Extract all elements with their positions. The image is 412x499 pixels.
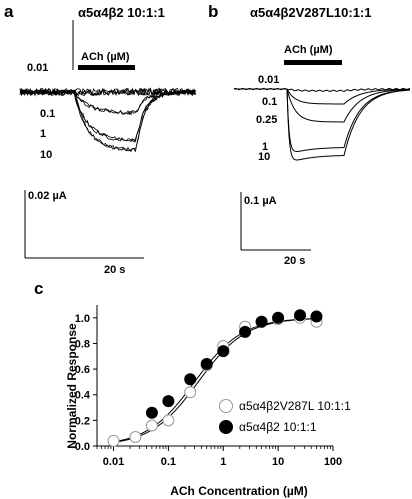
panel-b-bar-label: ACh (µM)	[284, 44, 333, 56]
panel-b-current-scale-label: 0.1 µA	[244, 195, 277, 207]
panel-a-agonist-bar	[78, 65, 135, 70]
panel-b-trace	[233, 87, 411, 92]
panel-a-concentration-label: 0.1	[40, 108, 55, 120]
panel-b-concentration-label: 0.1	[262, 96, 277, 108]
data-point-series-0	[107, 434, 120, 447]
panel-b-concentration-label: 10	[258, 151, 270, 163]
data-point-series-1	[255, 315, 268, 328]
panel-b-traces	[233, 87, 411, 161]
panel-a-trace	[19, 87, 196, 97]
panel-b-concentration-labels: 0.01 0.1 0.25 110	[256, 74, 279, 163]
x-tick-label: 0.1	[161, 456, 176, 468]
panel-a-traces	[19, 87, 196, 153]
chart-ticks: 0.0 0.2 0.4 0.6 0.8 1.0 0.01 0.1 1 10 100	[75, 313, 342, 468]
x-axis-label: ACh Concentration (µM)	[170, 484, 308, 498]
legend-entry-label: α5α4β2 10:1:1	[239, 420, 317, 434]
panel-b-title: α5α4β2V287L10:1:1	[250, 5, 372, 20]
panel-a-trace	[19, 87, 196, 97]
data-point-series-1	[310, 310, 323, 323]
dose-response-chart: 0.0 0.2 0.4 0.6 0.8 1.0 0.01 0.1 1 10 100 α5α4β2V2…	[65, 305, 351, 498]
y-axis-label: Normalized Response	[65, 323, 79, 449]
panel-a-concentration-label: 1	[40, 128, 46, 140]
x-tick-label: 1	[220, 456, 226, 468]
panel-b-agonist-bar	[284, 60, 342, 65]
y-tick-label: 0.6	[75, 364, 90, 376]
x-tick-label: 100	[324, 456, 342, 468]
panel-a-bar-label: ACh (µM)	[81, 51, 130, 63]
data-point-series-0	[145, 419, 158, 432]
data-point-series-1	[162, 395, 175, 408]
legend-entry-label: α5α4β2V287L 10:1:1	[239, 399, 351, 413]
x-tick-label: 10	[272, 456, 284, 468]
data-point-series-0	[184, 386, 197, 399]
y-tick-label: 0.4	[75, 390, 91, 402]
chart-points	[107, 309, 323, 447]
panel-b-concentration-label: 0.25	[256, 114, 277, 126]
panel-b-letter: b	[208, 2, 218, 21]
y-tick-label: 0.8	[75, 338, 90, 350]
x-tick-label: 0.01	[103, 456, 124, 468]
data-point-series-1	[217, 345, 230, 358]
legend-marker	[219, 399, 233, 413]
panel-b-concentration-label: 0.01	[258, 74, 279, 86]
panel-a-current-scale-label: 0.02 µA	[28, 190, 67, 202]
data-point-series-0	[129, 431, 142, 443]
panel-a-trace	[19, 89, 196, 152]
data-point-series-0	[162, 414, 175, 427]
panel-a-time-scale-label: 20 s	[104, 264, 125, 276]
panel-c-letter: c	[34, 279, 43, 298]
panel-a-title: α5α4β2 10:1:1	[78, 5, 165, 20]
data-point-series-1	[272, 311, 285, 324]
panel-a-concentration-label: 10	[40, 149, 52, 161]
panel-b-time-scale-label: 20 s	[284, 255, 305, 267]
y-tick-label: 0.2	[75, 415, 90, 427]
data-point-series-1	[184, 373, 197, 386]
data-point-series-1	[239, 325, 252, 338]
y-tick-label: 1.0	[75, 313, 90, 325]
panel-a-letter: a	[4, 2, 14, 21]
y-tick-label: 0.0	[75, 441, 90, 453]
data-point-series-1	[145, 406, 158, 419]
panel-a-trace	[19, 89, 196, 153]
data-point-series-1	[294, 309, 306, 322]
panel-b-trace	[234, 88, 410, 161]
panel-a-concentration-label: 0.01	[27, 62, 48, 74]
legend-marker	[219, 420, 233, 434]
data-point-series-1	[200, 358, 213, 370]
panel-a-concentration-labels: 0.01 0.1 1 10	[27, 62, 55, 161]
chart-legend: α5α4β2V287L 10:1:1 α5α4β2 10:1:1	[219, 399, 351, 434]
panel-b-concentration-label: 1	[262, 141, 268, 153]
panel-a-trace	[19, 87, 196, 97]
